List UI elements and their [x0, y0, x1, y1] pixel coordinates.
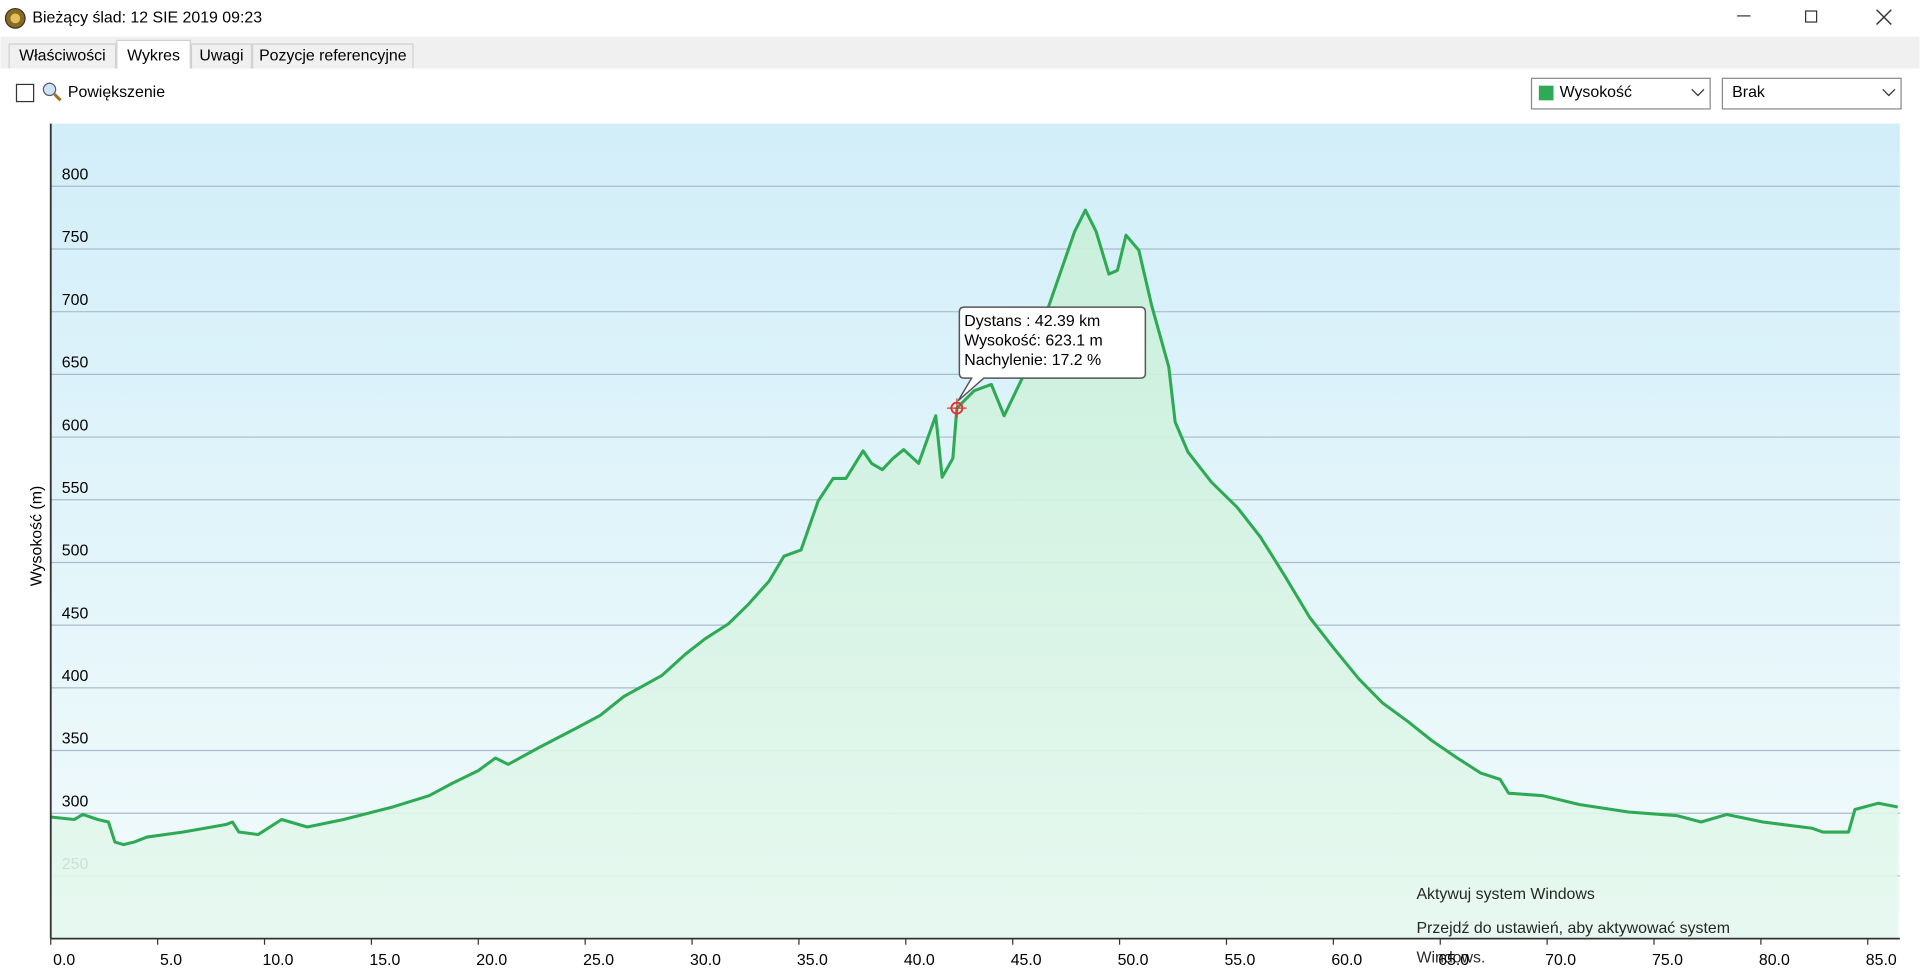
elevation-line	[50, 208, 1898, 847]
x-tick-label: 5.0	[160, 952, 182, 969]
dropdown-arrow	[1882, 88, 1896, 97]
y-tick-label: 450	[62, 605, 89, 622]
zoom-icon-handle	[53, 93, 62, 102]
y-tick-label: 500	[62, 543, 89, 560]
watermark-line: Windows.	[1416, 949, 1485, 966]
x-tick-label: 25.0	[583, 952, 614, 969]
cursor-cross	[947, 398, 967, 418]
x-tick-label: 30.0	[690, 952, 721, 969]
tab[interactable]	[8, 43, 117, 71]
x-tick-label: 10.0	[263, 952, 294, 969]
x-tick-label: 20.0	[476, 952, 507, 969]
watermark-title: Aktywuj system Windows	[1416, 886, 1594, 903]
tab-label: Pozycje referencyjne	[259, 47, 407, 64]
tooltip-box	[957, 306, 1147, 402]
x-tick-label: 40.0	[904, 952, 935, 969]
series-dropdown[interactable]	[1530, 77, 1711, 110]
series-color	[1538, 85, 1554, 101]
close-button[interactable]	[1876, 9, 1892, 25]
x-tick-label: 0.0	[53, 952, 75, 969]
window-title: Bieżący ślad: 12 SIE 2019 09:23	[32, 10, 262, 27]
x-tick-label: 70.0	[1545, 952, 1576, 969]
tooltip-line: Wysokość: 623.1 m	[964, 333, 1103, 350]
series-dropdown-text: Wysokość	[1560, 84, 1632, 101]
app-icon-inner	[10, 13, 21, 24]
x-tick-label: 55.0	[1224, 952, 1255, 969]
tab[interactable]	[116, 39, 191, 71]
y-tick-label: 400	[62, 668, 89, 685]
y-tick-label: 750	[62, 229, 89, 246]
zoom-label: Powiększenie	[68, 84, 165, 101]
tooltip-line: Nachylenie: 17.2 %	[964, 352, 1101, 369]
zoom-checkbox[interactable]	[15, 83, 35, 103]
area-fill	[50, 210, 1898, 939]
tooltip-line: Dystans : 42.39 km	[964, 313, 1100, 330]
y-tick-label: 550	[62, 480, 89, 497]
dropdown-arrow	[1691, 88, 1705, 97]
x-tick-label: 60.0	[1331, 952, 1362, 969]
y-tick-label: 800	[62, 166, 89, 183]
tab-label: Właściwości	[19, 47, 106, 64]
tab-label: Wykres	[127, 47, 180, 64]
x-tick-label: 35.0	[797, 952, 828, 969]
x-tick-label: 75.0	[1652, 952, 1683, 969]
second-dropdown[interactable]	[1721, 77, 1902, 110]
watermark-line: Przejdź do ustawień, aby aktywować syste…	[1416, 920, 1730, 937]
tab-label: Uwagi	[199, 47, 243, 64]
y-tick-label: 300	[62, 793, 89, 810]
x-tick-label: 45.0	[1011, 952, 1042, 969]
chart: 250300350400450500550600650700750800Wyso…	[28, 123, 1900, 969]
y-tick-label: 700	[62, 292, 89, 309]
y-axis-label: Wysokość (m)	[28, 486, 45, 587]
x-tick-label: 80.0	[1759, 952, 1790, 969]
y-tick-label: 650	[62, 355, 89, 372]
zoom-icon	[42, 82, 57, 97]
tab[interactable]	[252, 43, 414, 71]
x-tick-label: 85.0	[1866, 952, 1897, 969]
restore-button[interactable]	[1804, 10, 1818, 23]
y-tick-label: 600	[62, 417, 89, 434]
x-tick-label: 65.0	[1438, 952, 1469, 969]
title-bar	[0, 0, 1920, 37]
y-tick-label: 350	[62, 731, 89, 748]
x-tick-label: 50.0	[1118, 952, 1149, 969]
tab-bar: Właściwości Wykres Uwagi Pozycje referencyj…	[8, 39, 414, 71]
x-tick-label: 15.0	[369, 952, 400, 969]
second-dropdown-text: Brak	[1732, 84, 1765, 101]
